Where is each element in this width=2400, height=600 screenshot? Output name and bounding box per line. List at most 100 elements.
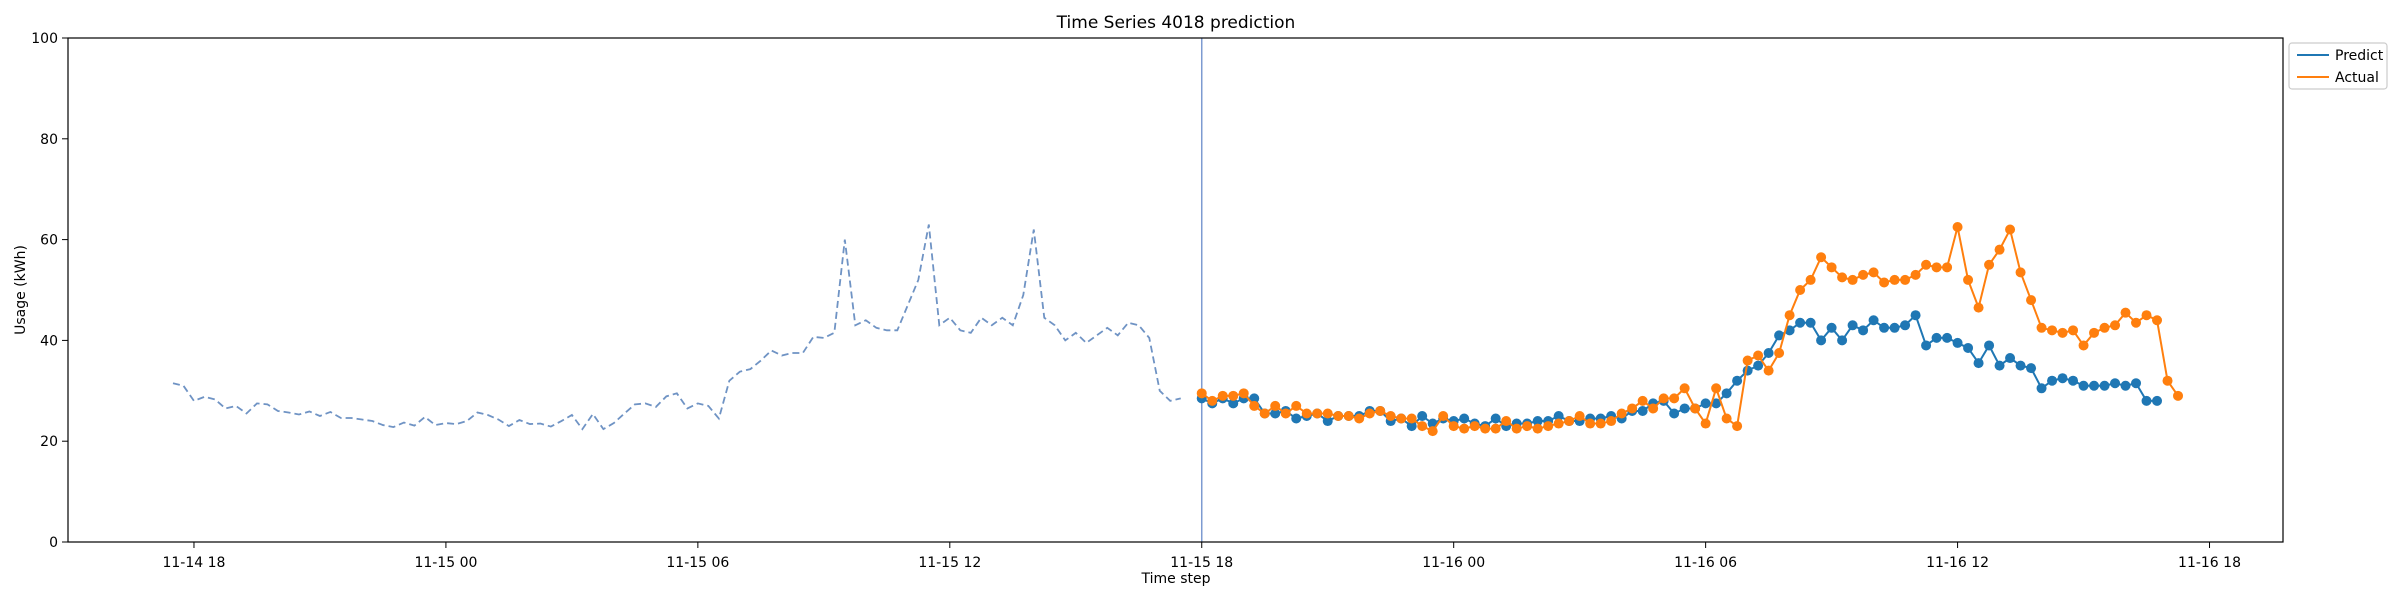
actual-data-point xyxy=(1438,411,1449,421)
plot-area xyxy=(67,37,2284,543)
actual-data-point xyxy=(1364,408,1375,419)
predict-data-point xyxy=(1952,337,1963,348)
actual-data-point xyxy=(1816,252,1827,263)
actual-data-point xyxy=(1711,383,1722,394)
actual-data-point xyxy=(2120,307,2131,318)
y-tick-label: 100 xyxy=(31,31,58,47)
actual-data-point xyxy=(2141,310,2152,321)
actual-data-point xyxy=(1585,418,1596,429)
y-tick-label: 80 xyxy=(40,132,58,148)
predict-data-point xyxy=(1774,330,1785,341)
chart-title: Time Series 4018 prediction xyxy=(1056,13,1296,33)
actual-data-point xyxy=(1826,262,1837,273)
actual-data-point xyxy=(1690,403,1701,414)
actual-data-point xyxy=(1742,355,1753,366)
actual-data-point xyxy=(1448,421,1459,432)
actual-data-point xyxy=(2099,322,2110,333)
actual-data-point xyxy=(1763,365,1774,376)
actual-data-point xyxy=(1679,383,1690,394)
predict-data-point xyxy=(1921,340,1932,351)
x-tick-label: 11-15 00 xyxy=(414,555,477,571)
predict-data-point xyxy=(1270,408,1281,419)
predict-data-point xyxy=(2110,378,2121,389)
predict-data-point xyxy=(2057,373,2068,384)
actual-data-point xyxy=(1301,408,1312,419)
y-tick-label: 40 xyxy=(40,333,58,349)
predict-data-point xyxy=(1721,388,1732,399)
actual-data-point xyxy=(1291,400,1302,411)
actual-data-point xyxy=(1889,274,1900,285)
predict-data-point xyxy=(2120,380,2131,391)
predict-data-point xyxy=(1805,317,1816,328)
actual-data-point xyxy=(2110,320,2121,331)
x-tick-label: 11-15 18 xyxy=(1170,555,1233,571)
actual-data-point xyxy=(1784,310,1795,321)
predict-data-point xyxy=(1879,322,1890,333)
actual-data-point xyxy=(1553,418,1564,429)
predict-data-point xyxy=(1291,413,1302,424)
predict-data-point xyxy=(1868,315,1879,326)
legend-label-actual: Actual xyxy=(2335,70,2379,86)
actual-data-point xyxy=(1616,408,1627,419)
predict-data-point xyxy=(1910,310,1921,321)
actual-data-point xyxy=(1490,423,1501,434)
actual-data-point xyxy=(1280,408,1291,419)
actual-data-point xyxy=(1238,388,1249,399)
actual-data-point xyxy=(1648,403,1659,414)
actual-data-point xyxy=(1207,395,1218,406)
predict-data-point xyxy=(1889,322,1900,333)
actual-series-line xyxy=(1201,226,2179,433)
predict-data-point xyxy=(1900,320,1911,331)
actual-data-point xyxy=(1606,416,1617,427)
actual-data-point xyxy=(2152,315,2163,326)
predict-data-point xyxy=(1931,332,1942,343)
actual-data-point xyxy=(2047,325,2058,336)
actual-data-point xyxy=(1343,411,1354,421)
actual-data-point xyxy=(1270,400,1281,411)
predict-data-point xyxy=(2026,363,2037,374)
actual-data-point xyxy=(2057,327,2068,338)
actual-data-point xyxy=(1658,393,1669,404)
actual-data-point xyxy=(1322,408,1333,419)
predict-data-point xyxy=(1963,342,1974,353)
x-tick-label: 11-16 12 xyxy=(1926,555,1989,571)
predict-data-point xyxy=(1553,411,1564,421)
actual-data-point xyxy=(2036,322,2047,333)
predict-data-point xyxy=(1984,340,1995,351)
actual-data-point xyxy=(1574,411,1585,421)
actual-data-point xyxy=(1511,423,1522,434)
predict-data-point xyxy=(2068,375,2079,386)
actual-data-point xyxy=(1259,408,1270,419)
predict-data-point xyxy=(1763,348,1774,358)
predict-data-point xyxy=(2036,383,2047,394)
actual-data-point xyxy=(2015,267,2026,278)
predict-data-point xyxy=(2015,360,2026,371)
actual-data-point xyxy=(1753,350,1764,361)
actual-data-point xyxy=(1669,393,1680,404)
predict-data-point xyxy=(2078,380,2089,391)
actual-data-point xyxy=(2026,295,2037,306)
actual-data-point xyxy=(1417,421,1428,432)
actual-data-point xyxy=(1847,274,1858,285)
x-axis-label: Time step xyxy=(1141,571,1211,587)
predict-data-point xyxy=(1249,393,1260,404)
x-tick-label: 11-15 06 xyxy=(666,555,729,571)
predict-data-point xyxy=(1228,398,1239,409)
actual-data-point xyxy=(1868,267,1879,278)
actual-data-point xyxy=(1564,416,1575,427)
actual-data-point xyxy=(1721,413,1732,424)
predict-data-point xyxy=(1490,413,1501,424)
actual-data-point xyxy=(1333,411,1344,421)
actual-data-point xyxy=(1501,416,1512,427)
predict-data-point xyxy=(2131,378,2142,389)
predict-data-point xyxy=(1711,398,1722,409)
predict-data-point xyxy=(2005,353,2016,364)
actual-data-point xyxy=(1627,403,1638,414)
actual-data-point xyxy=(1375,405,1386,416)
actual-data-point xyxy=(1805,274,1816,285)
actual-data-point xyxy=(1385,411,1396,421)
x-tick-label: 11-16 00 xyxy=(1422,555,1485,571)
actual-data-point xyxy=(2173,390,2184,401)
history-series-line xyxy=(172,224,1181,431)
actual-data-point xyxy=(2162,375,2173,386)
